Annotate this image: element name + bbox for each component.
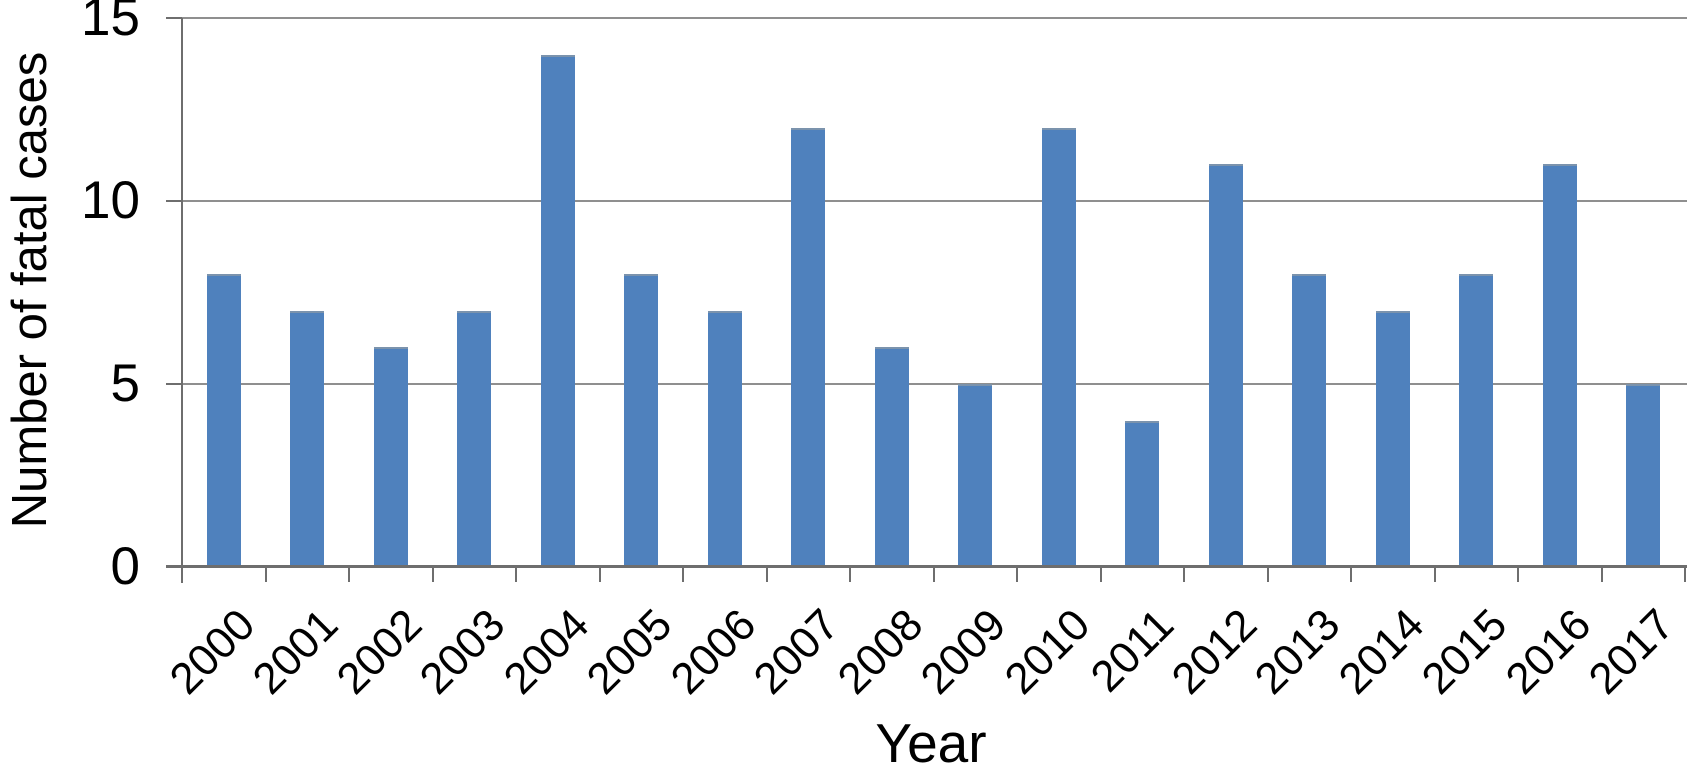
- bar-2007: [791, 127, 826, 567]
- bar-2001: [290, 310, 325, 567]
- gridline-10: [182, 200, 1687, 202]
- y-tick-label-0: 0: [110, 537, 140, 596]
- x-tick-label-2004: 2004: [494, 599, 599, 704]
- x-tick-8: [849, 567, 851, 582]
- x-tick-label-2014: 2014: [1329, 599, 1434, 704]
- x-tick-label-2002: 2002: [327, 599, 432, 704]
- gridline-5: [182, 383, 1687, 385]
- x-tick-label-2005: 2005: [577, 599, 682, 704]
- x-tick-label-2015: 2015: [1412, 599, 1517, 704]
- x-tick-label-2008: 2008: [828, 599, 933, 704]
- x-tick-2: [348, 567, 350, 582]
- x-tick-label-2011: 2011: [1081, 599, 1183, 702]
- y-tick-15: [166, 17, 182, 19]
- bar-2015: [1459, 274, 1494, 567]
- x-axis-title: Year: [875, 712, 987, 774]
- y-axis-line: [181, 18, 183, 583]
- bar-2006: [707, 310, 742, 567]
- x-tick-10: [1016, 567, 1018, 582]
- y-tick-10: [166, 200, 182, 202]
- x-tick-16: [1517, 567, 1519, 582]
- x-tick-label-2013: 2013: [1245, 599, 1350, 704]
- x-tick-label-2000: 2000: [160, 599, 265, 704]
- x-tick-13: [1266, 567, 1269, 582]
- x-axis-line: [166, 565, 1687, 568]
- y-tick-label-15: 15: [81, 0, 140, 47]
- x-tick-18: [1684, 567, 1686, 582]
- y-tick-label-10: 10: [81, 171, 140, 230]
- x-tick-11: [1099, 567, 1102, 582]
- x-tick-label-2012: 2012: [1162, 599, 1267, 704]
- bar-2013: [1292, 274, 1327, 567]
- bar-2017: [1626, 384, 1661, 567]
- x-tick-label-2001: 2001: [243, 599, 348, 704]
- bar-2005: [624, 274, 659, 567]
- bar-2004: [540, 54, 575, 567]
- bar-2000: [206, 274, 241, 567]
- bar-2012: [1208, 164, 1243, 567]
- x-tick-label-2016: 2016: [1496, 599, 1601, 704]
- gridline-15: [182, 17, 1687, 19]
- y-tick-0: [166, 566, 182, 568]
- x-tick-17: [1600, 567, 1603, 582]
- x-tick-3: [431, 567, 434, 582]
- x-tick-label-2009: 2009: [911, 599, 1016, 704]
- x-tick-7: [765, 567, 768, 582]
- bar-2008: [874, 347, 909, 567]
- y-tick-5: [166, 383, 182, 385]
- x-tick-label-2007: 2007: [744, 599, 849, 704]
- x-tick-label-2010: 2010: [995, 599, 1100, 704]
- x-tick-5: [598, 567, 601, 582]
- y-tick-label-5: 5: [110, 354, 140, 413]
- x-tick-14: [1350, 567, 1352, 582]
- x-tick-label-2003: 2003: [410, 599, 515, 704]
- x-tick-15: [1433, 567, 1436, 582]
- bar-2016: [1542, 164, 1577, 567]
- x-tick-12: [1183, 567, 1185, 582]
- bar-2003: [457, 310, 492, 567]
- bar-2010: [1041, 127, 1076, 567]
- x-tick-0: [181, 567, 183, 582]
- x-tick-9: [932, 567, 935, 582]
- x-tick-4: [515, 567, 517, 582]
- x-tick-1: [264, 567, 267, 582]
- bar-2009: [958, 384, 993, 567]
- x-tick-label-2006: 2006: [661, 599, 766, 704]
- x-tick-6: [682, 567, 684, 582]
- bar-2014: [1375, 310, 1410, 567]
- x-tick-label-2017: 2017: [1579, 599, 1684, 704]
- bar-2011: [1125, 420, 1160, 567]
- bar-2002: [373, 347, 408, 567]
